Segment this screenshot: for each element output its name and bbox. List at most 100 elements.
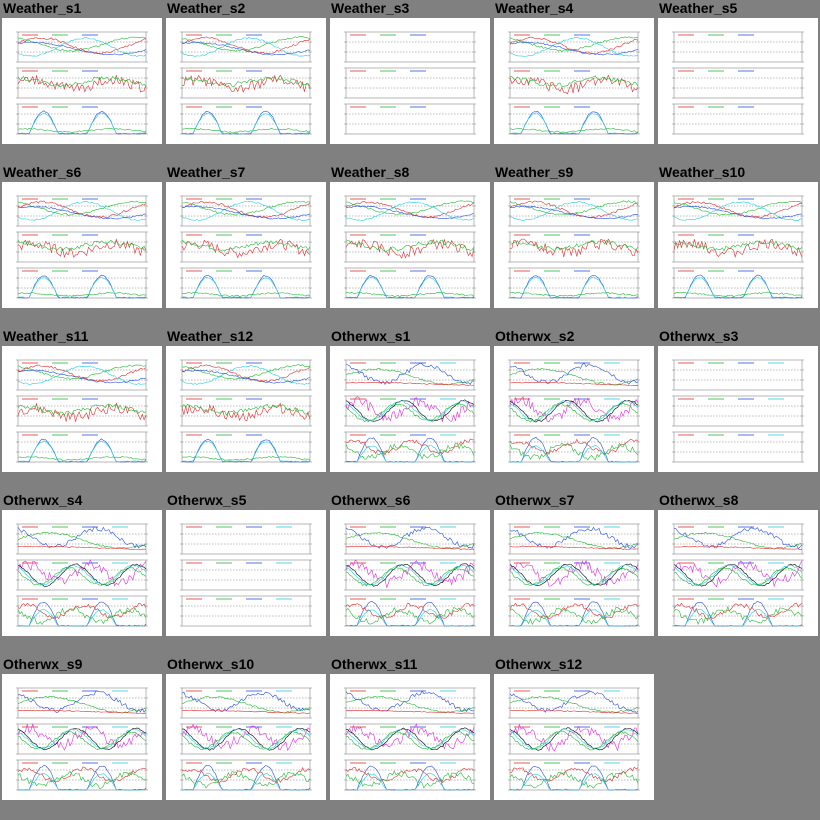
series-line-red [345,545,475,550]
series-line-green [18,291,147,297]
series-line-green [17,566,147,586]
sub-panel-frame [509,759,639,791]
chart-svg [508,195,640,299]
series-line-red [345,767,475,783]
chart-cell: Otherwx_s7 [492,492,656,656]
series-line-cyan [509,112,639,135]
series-line-green [345,442,475,460]
series-line-green [181,731,311,751]
series-line-green [673,291,803,297]
series-line-green [509,770,639,789]
sub-panel-frame [673,359,803,391]
sub-panel-frame [345,759,475,791]
series-line-cyan [346,772,475,791]
series-line-red [181,402,311,422]
sub-panel-frame [673,395,803,427]
chart-cell: Otherwx_s3 [656,328,820,492]
chart-cell: Otherwx_s1 [328,328,492,492]
chart-thumbnail [2,182,162,308]
chart-svg [672,195,804,299]
series-line-black [345,563,475,587]
chart-title: Weather_s1 [3,0,82,16]
sub-panel-frame [673,195,803,227]
chart-cell: Weather_s10 [656,164,820,328]
series-line-green [509,402,639,423]
chart-svg [344,195,476,299]
sub-panel-frame [509,31,639,63]
chart-thumbnail [494,510,654,636]
chart-svg [344,359,476,463]
series-line-red [17,545,146,551]
series-line-green [509,442,639,461]
chart-thumbnail [166,510,326,636]
sub-panel-frame [345,31,475,63]
chart-title: Weather_s3 [331,0,410,16]
series-line-black [345,399,475,422]
sub-panel-frame [17,431,147,463]
series-line-green [345,403,475,423]
series-line-red [17,766,147,783]
series-line-green [673,567,803,587]
chart-title: Otherwx_s3 [659,328,739,344]
series-line-magenta [673,560,803,588]
series-line-green [181,76,311,87]
chart-svg [180,31,312,135]
chart-title: Otherwx_s8 [659,492,739,508]
sub-panel-frame [673,595,803,627]
series-line-red [673,602,803,620]
series-line-cyan [345,445,475,463]
series-line-green [345,731,475,750]
chart-title: Weather_s11 [3,328,89,344]
series-line-green [17,456,147,461]
chart-thumbnail [494,346,654,472]
series-line-cyan [345,564,475,586]
series-line-cyan [17,112,147,135]
chart-title: Weather_s4 [495,0,574,16]
chart-cell: Otherwx_s9 [0,656,164,820]
series-line-blue [345,526,475,549]
chart-thumbnail [330,18,490,144]
series-line-blue [181,691,311,713]
sub-panel-frame [17,67,147,99]
chart-thumbnail [2,510,162,636]
series-line-red [509,766,639,783]
chart-thumbnail [658,510,818,636]
chart-title: Otherwx_s4 [3,492,83,508]
chart-svg [508,687,640,791]
chart-thumbnail [166,346,326,472]
chart-thumbnail [494,182,654,308]
series-line-cyan [17,608,147,627]
chart-svg [508,523,640,627]
chart-svg [16,195,148,299]
chart-title: Weather_s2 [167,0,246,16]
chart-svg [672,523,804,627]
series-line-black [509,563,639,586]
series-line-green [509,730,639,751]
chart-cell: Weather_s2 [164,0,328,164]
sub-panel-frame [509,195,639,227]
chart-cell: Weather_s5 [656,0,820,164]
series-line-cyan [345,276,475,299]
series-line-cyan [17,276,147,299]
chart-thumbnail [166,182,326,308]
series-line-red [509,545,639,550]
series-line-green [17,607,147,625]
series-line-green [345,239,475,252]
series-line-red [509,709,638,714]
chart-cell: Weather_s6 [0,164,164,328]
chart-title: Otherwx_s11 [331,656,418,672]
sub-panel-frame [345,359,475,391]
sub-panel-frame [17,395,147,427]
sub-panel-frame [509,267,639,299]
chart-svg [180,195,312,299]
chart-cell: Weather_s4 [492,0,656,164]
series-line-red [17,709,147,715]
chart-svg [180,687,312,791]
series-line-blue [509,41,639,56]
series-line-red [181,767,311,784]
series-line-magenta [17,722,147,751]
series-line-green [17,364,147,380]
chart-title: Otherwx_s1 [331,328,411,344]
chart-thumbnail [330,510,490,636]
series-line-cyan [17,365,147,385]
